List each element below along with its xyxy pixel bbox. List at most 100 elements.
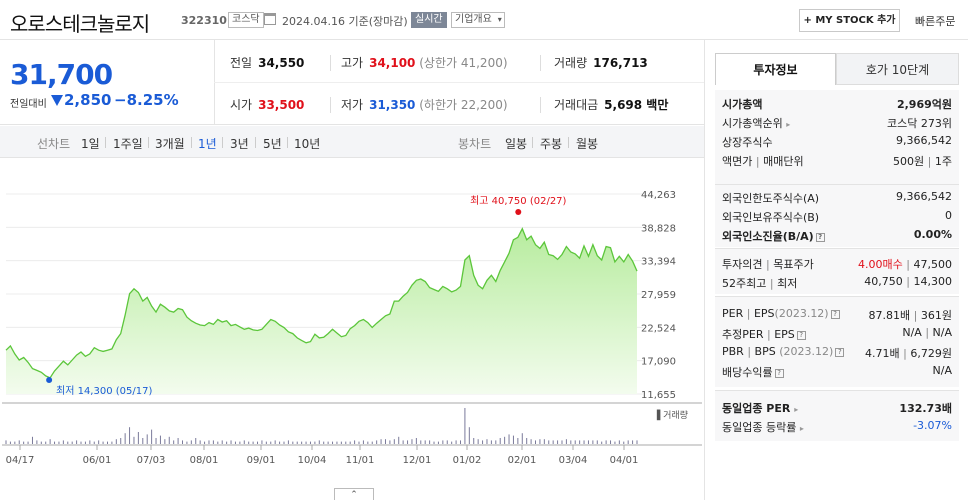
trade-value-label: 거래대금 — [554, 98, 599, 112]
par-unit-row: 액면가 | 매매단위 500원 | 1주 — [722, 151, 952, 169]
divider — [715, 296, 959, 297]
tab-weekly[interactable]: 주봉 — [540, 137, 563, 151]
low-price: 저가 31,350 (하한가 22,200) — [341, 96, 508, 113]
bps-value: 6,729원 — [910, 347, 952, 360]
x-tick-label: 12/01 — [403, 455, 432, 466]
w52-high-value: 40,750 — [864, 275, 903, 288]
tab-10y[interactable]: 10년 — [294, 137, 321, 151]
unit-label: 매매단위 — [763, 155, 804, 168]
foreign-ratio-row: 외국인소진율(B/A)? 0.00% — [722, 226, 952, 244]
foreign-limit-value: 9,366,542 — [896, 190, 952, 203]
x-tick-label: 09/01 — [247, 455, 276, 466]
separator: | — [906, 258, 910, 271]
market-cap-value: 2,969억원 — [896, 98, 952, 111]
calendar-icon — [264, 13, 276, 25]
foreign-limit-row: 외국인한도주식수(A) 9,366,542 — [722, 188, 952, 206]
volume: 거래량 176,713 — [554, 54, 648, 71]
foreign-box: 외국인한도주식수(A) 9,366,542 외국인보유주식수(B) 0 외국인소… — [715, 185, 959, 247]
realtime-badge[interactable]: 실시간 — [411, 12, 447, 28]
help-icon[interactable]: ? — [796, 331, 806, 340]
per-value: 87.81배 — [868, 309, 911, 322]
industry-per-value: 132.73배 — [899, 402, 952, 415]
industry-per-label: 동일업종 PER — [722, 402, 791, 415]
chevron-right-icon: ▸ — [794, 405, 799, 414]
par-value: 500원 — [893, 155, 925, 168]
price-chart[interactable]: 44,263 38,828 33,394 27,959 22,524 17,090 11,6… — [0, 158, 704, 500]
dividend-value: N/A — [932, 364, 952, 377]
tab-1y[interactable]: 1년 — [198, 137, 217, 151]
est-per-row: 추정PER | EPS? N/A | N/A — [722, 324, 952, 342]
chevron-right-icon: ▸ — [799, 424, 804, 433]
industry-rate-value: -3.07% — [913, 419, 952, 432]
separator: | — [766, 328, 771, 341]
y-tick-label: 17,090 — [641, 357, 676, 368]
side-tabs: 투자정보 호가 10단계 — [715, 53, 959, 85]
x-tick-label: 06/01 — [83, 455, 112, 466]
chevron-right-icon: ▸ — [786, 120, 791, 129]
help-icon[interactable]: ? — [815, 233, 825, 242]
high-label: 고가 — [341, 56, 364, 70]
separator: | — [925, 326, 930, 339]
shares-label: 상장주식수 — [722, 136, 773, 149]
x-tick-label: 08/01 — [190, 455, 219, 466]
quick-order-link[interactable]: 빠른주문 — [915, 15, 956, 28]
tab-3m[interactable]: 3개월 — [155, 137, 185, 151]
divider — [715, 184, 959, 185]
open-label: 시가 — [230, 98, 253, 112]
help-icon[interactable]: ? — [830, 310, 840, 319]
low-label: 최저 14,300 (05/17) — [56, 385, 152, 397]
tab-3y[interactable]: 3년 — [230, 137, 249, 151]
separator: | — [746, 307, 751, 320]
trade-value: 거래대금 5,698 백만 — [554, 96, 668, 113]
volume-label: 거래량 — [554, 56, 588, 70]
tab-5y[interactable]: 5년 — [263, 137, 282, 151]
industry-per-row: 동일업종 PER ▸ 132.73배 — [722, 398, 952, 416]
separator: | — [769, 277, 774, 290]
tab-monthly[interactable]: 월봉 — [576, 137, 599, 151]
pbr-value: 4.71배 — [865, 347, 900, 360]
divider — [330, 55, 331, 71]
par-label: 액면가 — [722, 155, 753, 168]
tab-order-book[interactable]: 호가 10단계 — [836, 53, 959, 85]
help-icon[interactable]: ? — [774, 369, 784, 378]
divider — [540, 97, 541, 113]
target-label: 목표주가 — [773, 258, 814, 271]
prev-close-value: 34,550 — [258, 56, 305, 70]
target-value: 47,500 — [913, 258, 953, 271]
industry-rate-label: 동일업종 등락률 — [722, 421, 797, 434]
company-overview-label: 기업개요 — [455, 14, 492, 25]
divider — [715, 248, 959, 249]
change-percent: −8.25% — [114, 91, 179, 109]
help-icon[interactable]: ? — [835, 348, 845, 357]
market-cap-label: 시가총액 — [722, 98, 763, 111]
add-my-stock-button[interactable]: + MY STOCK 추가 — [799, 9, 900, 32]
volume-label: ▐ 거래량 — [653, 409, 688, 421]
shares-value: 9,366,542 — [896, 134, 952, 147]
low-marker — [46, 377, 53, 383]
tab-1d[interactable]: 1일 — [81, 137, 100, 151]
open-price: 시가 33,500 — [230, 96, 304, 113]
change-value: 2,850 — [64, 91, 112, 109]
divider — [148, 137, 149, 148]
base-date: 2024.04.16 기준(장마감) — [282, 15, 408, 28]
y-tick-label: 33,394 — [641, 257, 676, 268]
company-name: 오로스테크놀로지 — [10, 12, 150, 36]
opinion-box: 투자의견 | 목표주가 4.00매수 | 47,500 52주최고 | 최저 4… — [715, 249, 959, 294]
price-area — [6, 228, 637, 394]
collapse-chart-button[interactable]: ⌃ — [334, 488, 374, 500]
separator: | — [755, 155, 760, 168]
divider — [255, 137, 256, 148]
market-cap-rank-row: 시가총액순위 ▸ 코스닥 273위 — [722, 113, 952, 131]
divider — [191, 137, 192, 148]
x-tick-label: 02/01 — [508, 455, 537, 466]
tab-1w[interactable]: 1주일 — [113, 137, 143, 151]
line-chart-label: 선차트 — [37, 137, 71, 151]
tab-daily[interactable]: 일봉 — [505, 137, 528, 151]
opinion-label: 투자의견 — [722, 258, 763, 271]
bps-year: (2023.12) — [779, 345, 834, 358]
company-overview-dropdown[interactable]: 기업개요 ▾ — [451, 12, 505, 28]
w52-low-value: 14,300 — [913, 275, 953, 288]
divider — [568, 137, 569, 148]
opinion-value: 4.00매수 — [858, 258, 903, 271]
tab-investment-info[interactable]: 투자정보 — [715, 53, 836, 85]
